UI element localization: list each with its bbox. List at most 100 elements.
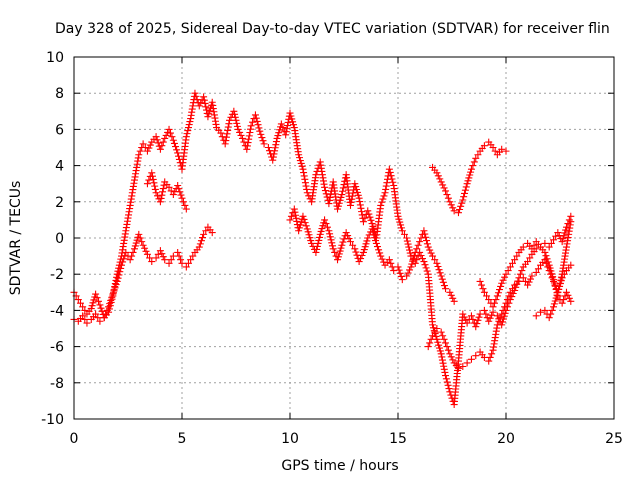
data-point [359, 248, 367, 256]
data-point [545, 243, 553, 251]
data-point [92, 310, 100, 318]
data-point [255, 124, 263, 132]
data-point [472, 154, 480, 162]
data-point [460, 313, 468, 321]
data-point [323, 223, 331, 231]
data-point [260, 140, 268, 148]
data-point [187, 256, 195, 264]
series-trace [70, 223, 216, 327]
data-point [251, 111, 259, 119]
data-point [564, 291, 572, 299]
data-point [296, 157, 304, 165]
data-point [232, 116, 240, 124]
axes: -10 -8 -6 -4 -2 0 2 4 6 8 10 0 5 10 15 20 25 [41, 50, 623, 447]
x-tick-label: 25 [605, 431, 623, 447]
data-point [473, 320, 481, 328]
data-point [92, 290, 100, 298]
data-point [128, 252, 136, 260]
data-point [474, 316, 482, 324]
y-tick-label: 8 [55, 86, 64, 102]
data-point [318, 225, 326, 233]
data-point [499, 306, 507, 314]
data-point [431, 328, 439, 336]
data-point [106, 300, 114, 308]
data-point [349, 241, 357, 249]
plot-frame [73, 56, 615, 420]
data-point [87, 305, 95, 313]
y-tick-label: 4 [55, 159, 64, 175]
data-point [543, 255, 551, 263]
data-point [300, 169, 308, 177]
data-point [400, 230, 408, 238]
data-point [526, 254, 534, 262]
data-point [537, 308, 545, 316]
data-point [139, 241, 147, 249]
data-point [270, 150, 278, 158]
series-trace [532, 218, 575, 322]
data-point [480, 288, 488, 296]
data-point [439, 181, 447, 189]
data-point [313, 245, 321, 253]
data-point [293, 217, 301, 225]
data-point [475, 313, 483, 321]
data-point [437, 350, 445, 358]
data-point [202, 106, 210, 114]
data-point [355, 258, 363, 266]
data-point [381, 189, 389, 197]
data-point [550, 236, 558, 244]
data-point [181, 201, 189, 209]
data-point [89, 299, 97, 307]
data-point [158, 191, 166, 199]
data-point [434, 263, 442, 271]
data-point [441, 368, 449, 376]
data-point [177, 191, 185, 199]
data-point [491, 147, 499, 155]
data-point [103, 306, 111, 314]
data-point [314, 239, 322, 247]
data-point [287, 112, 295, 120]
data-point [169, 136, 177, 144]
data-point [168, 133, 176, 141]
data-point [279, 124, 287, 132]
data-point [302, 182, 310, 190]
series-trace [429, 138, 510, 217]
data-point [335, 199, 343, 207]
data-point [457, 202, 465, 210]
data-point [440, 282, 448, 290]
data-point [480, 142, 488, 150]
data-point [544, 258, 552, 266]
data-point [422, 233, 430, 241]
data-point [156, 198, 164, 206]
data-point [112, 281, 120, 289]
data-point [338, 241, 346, 249]
data-point [284, 118, 292, 126]
data-point [253, 117, 261, 125]
data-point [296, 221, 304, 229]
data-point [152, 189, 160, 197]
data-point [356, 201, 364, 209]
x-tick-label: 10 [281, 431, 299, 447]
data-point [492, 296, 500, 304]
data-point [389, 178, 397, 186]
data-point [385, 165, 393, 173]
data-point [245, 135, 253, 143]
data-point [312, 248, 320, 256]
data-point [433, 325, 441, 332]
y-tick-label: -8 [50, 376, 64, 392]
data-point [348, 192, 356, 200]
data-point [485, 317, 493, 325]
data-point [440, 362, 448, 370]
data-point [321, 216, 329, 224]
data-point [158, 142, 166, 150]
data-point [231, 110, 239, 118]
data-point [243, 142, 251, 150]
data-point [459, 363, 467, 371]
data-point [545, 261, 553, 269]
data-point [357, 204, 365, 212]
data-point [382, 185, 390, 193]
data-point [421, 230, 429, 238]
data-point [373, 243, 381, 251]
data-point [316, 233, 324, 241]
data-point [524, 281, 532, 289]
